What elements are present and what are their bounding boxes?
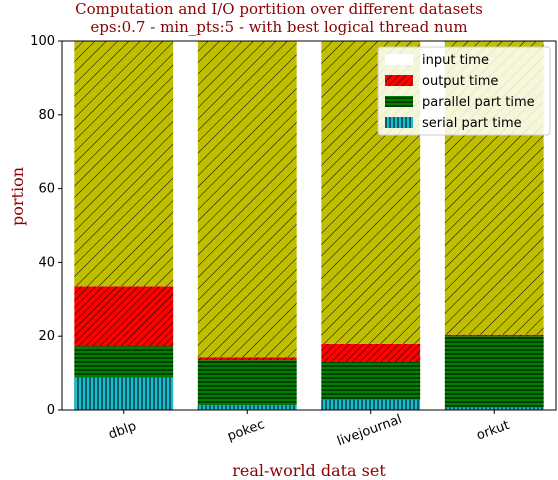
- legend-swatch-input-time: [385, 54, 413, 65]
- y-tick-label: 0: [47, 403, 55, 418]
- bar-hatch-dblp-serial-part-time: [74, 377, 174, 410]
- bar-hatch-pokec-serial-part-time: [197, 405, 297, 410]
- chart-subtitle: eps:0.7 - min_pts:5 - with best logical …: [90, 18, 468, 36]
- y-tick-label: 80: [38, 108, 55, 123]
- y-tick-label: 100: [30, 34, 55, 49]
- legend-swatch-hatch-output-time: [385, 75, 413, 86]
- bar-hatch-pokec-parallel-part-time: [197, 360, 297, 406]
- bar-hatch-livejournal-output-time: [321, 343, 421, 363]
- bar-hatch-orkut-output-time: [444, 334, 544, 337]
- legend-label-serial-part-time: serial part time: [422, 116, 522, 131]
- legend-label-parallel-part-time: parallel part time: [422, 95, 535, 110]
- legend-swatch-hatch-parallel-part-time: [385, 96, 413, 107]
- bar-hatch-dblp-parallel-part-time: [74, 346, 174, 378]
- x-tick-label: pokec: [225, 417, 266, 444]
- legend-label-input-time: input time: [422, 53, 489, 68]
- axes-frame: [61, 40, 557, 411]
- bar-hatch-dblp-input-time: [74, 41, 174, 287]
- bar-hatch-pokec-input-time: [197, 41, 297, 358]
- bar-hatch-livejournal-serial-part-time: [321, 399, 421, 410]
- bar-hatch-livejournal-parallel-part-time: [321, 362, 421, 400]
- legend-box: [377, 46, 551, 136]
- legend-swatch-hatch-serial-part-time: [385, 117, 413, 128]
- y-tick-label: 60: [38, 182, 55, 197]
- bar-hatch-pokec-output-time: [197, 357, 297, 361]
- bar-hatch-orkut-parallel-part-time: [444, 336, 544, 408]
- bar-hatch-dblp-output-time: [74, 286, 174, 347]
- x-tick-label: livejournal: [335, 412, 404, 449]
- x-tick-label: orkut: [475, 418, 512, 444]
- y-tick-label: 40: [38, 255, 55, 270]
- x-axis-label: real-world data set: [232, 461, 386, 480]
- legend-label-output-time: output time: [422, 74, 498, 89]
- x-tick-label: dblp: [107, 419, 139, 443]
- y-tick-label: 20: [38, 329, 55, 344]
- chart-title: Computation and I/O portition over diffe…: [75, 0, 483, 18]
- bar-hatch-orkut-serial-part-time: [444, 407, 544, 410]
